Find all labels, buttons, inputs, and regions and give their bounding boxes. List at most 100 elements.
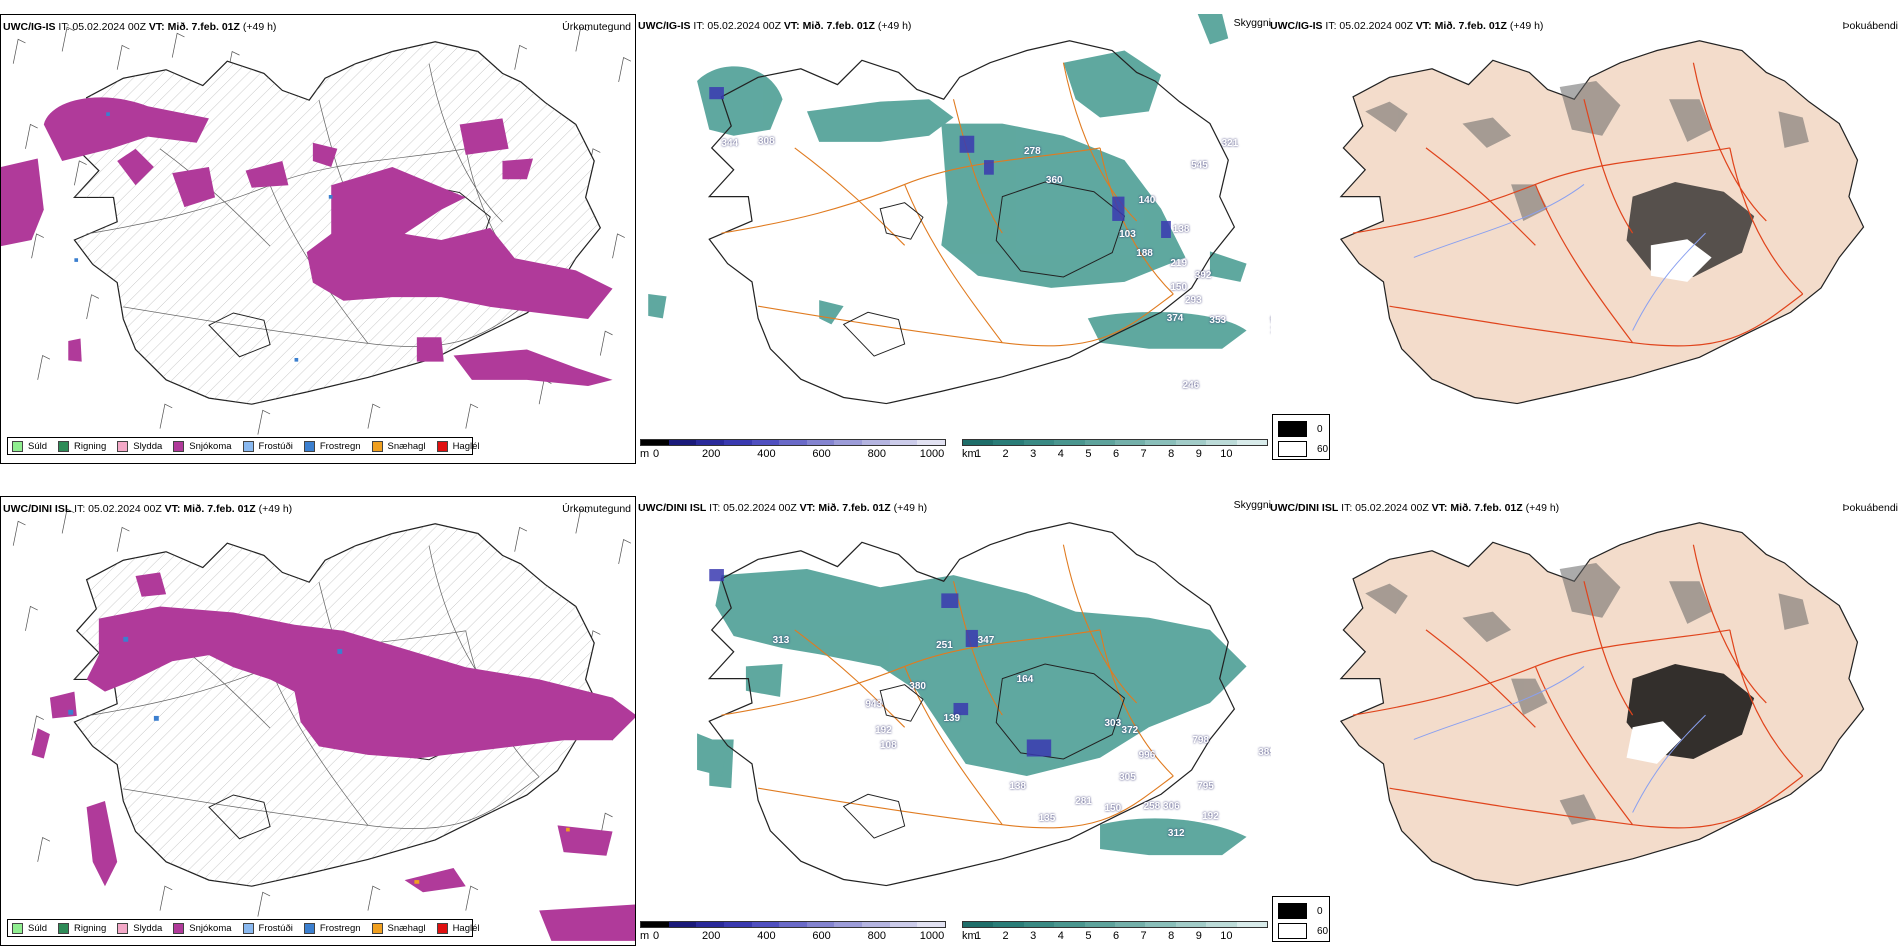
fog-index-map	[1340, 40, 1865, 405]
fog-index-panel-bottom: UWC/DINI ISL IT: 05.02.2024 00Z VT: Mið.…	[1268, 496, 1900, 916]
scale-tick-label: 9	[1195, 448, 1202, 460]
legend-swatch	[173, 922, 185, 934]
scale-tick-label: 7	[1140, 448, 1147, 460]
legend-label: Snæhagl	[387, 922, 426, 934]
precip-type-map	[1, 26, 632, 435]
valid-time: VT: Mið. 7.feb. 01Z	[1431, 502, 1523, 514]
legend-item: Snjókoma	[173, 440, 232, 452]
ceiling-value-label: 306	[1163, 801, 1180, 812]
scale-tick-label: 5	[1085, 448, 1092, 460]
init-time: IT: 05.02.2024 00Z	[709, 502, 797, 514]
visibility-panel-top: UWC/IG-IS IT: 05.02.2024 00Z VT: Mið. 7.…	[636, 14, 1271, 464]
legend-label: Haglél	[452, 922, 480, 934]
legend-item: Frostregn	[303, 922, 361, 934]
legend-item: Haglél	[436, 922, 480, 934]
panel-title: Úrkomutegund	[562, 503, 631, 515]
valid-time: VT: Mið. 7.feb. 01Z	[799, 502, 891, 514]
legend-item: Slydda	[117, 440, 162, 452]
legend-label: Súld	[28, 440, 48, 452]
panel-header: UWC/DINI ISL IT: 05.02.2024 00Z VT: Mið.…	[638, 502, 927, 514]
legend-label: Snjókoma	[189, 440, 232, 452]
scale-tick-label: 4	[1057, 930, 1064, 942]
fog-swatch-dark	[1278, 903, 1307, 919]
snowfall-areas	[31, 572, 635, 941]
ceiling-value-label: 281	[1075, 796, 1092, 808]
ceiling-value-label: 103	[1119, 228, 1136, 240]
fog-shading	[1365, 80, 1809, 221]
model-name: UWC/DINI ISL	[638, 502, 707, 514]
ceiling-value-label: 372	[1121, 725, 1139, 737]
ceiling-value-label: 164	[1016, 674, 1034, 686]
legend-item: Haglél	[436, 440, 480, 452]
ceiling-value-label: 219	[1170, 258, 1188, 269]
panel-header: UWC/IG-IS IT: 05.02.2024 00Z VT: Mið. 7.…	[3, 21, 276, 33]
scale-tick-label: 800	[867, 930, 886, 942]
valid-time: VT: Mið. 7.feb. 01Z	[148, 21, 240, 33]
legend-label: Snæhagl	[387, 440, 426, 452]
valid-time: VT: Mið. 7.feb. 01Z	[164, 503, 256, 515]
ceiling-value-label: 389	[1258, 747, 1271, 759]
legend-label: Rigning	[74, 922, 107, 934]
model-name: UWC/IG-IS	[638, 20, 691, 32]
legend-label: Frostúði	[258, 440, 293, 452]
precip-type-map	[12, 508, 635, 941]
visibility-map	[697, 522, 1247, 887]
visibility-map	[648, 14, 1247, 405]
scale-tick-label: 9	[1195, 930, 1202, 942]
ceiling-value-label: 308	[758, 136, 775, 147]
legend-swatch	[242, 440, 254, 452]
legend-label: Frostregn	[319, 922, 361, 934]
legend-swatch	[371, 440, 383, 452]
legend-label: Súld	[28, 922, 48, 934]
ceiling-value-label: 150	[1104, 803, 1122, 815]
ceiling-value-label: 138	[1009, 781, 1026, 793]
ceiling-value-label: 321	[1221, 138, 1239, 150]
ceiling-value-label: 545	[1191, 160, 1208, 172]
ceiling-value-label: 380	[909, 681, 926, 693]
ceiling-value-label: 303	[1104, 718, 1122, 730]
legend-label: Haglél	[452, 440, 480, 452]
fog-scale-key-bottom: 0 60	[1272, 896, 1330, 942]
legend-item: Slydda	[117, 922, 162, 934]
ceiling-value-label: 293	[1185, 294, 1202, 306]
scale-tick-label: 10	[1220, 930, 1233, 942]
scale-tick-label: 3	[1030, 448, 1037, 460]
ceiling-value-label: 192	[875, 725, 892, 737]
ceiling-value-label: 943	[865, 698, 883, 710]
legend-swatch	[12, 440, 23, 452]
scale-bar	[962, 439, 1268, 446]
panel-title: Úrkomutegund	[562, 21, 631, 33]
scale-tick-label: 6	[1112, 930, 1120, 942]
ceiling-value-label: 305	[1119, 771, 1136, 783]
legend-label: Rigning	[74, 440, 107, 452]
lead-time: (+49 h)	[242, 21, 277, 33]
precip-legend: Súld Rigning Slydda Snjókoma Frostúði Frostre…	[7, 919, 480, 937]
ceiling-value-label: 150	[1170, 282, 1188, 294]
ceiling-value-label: 116	[1270, 325, 1271, 336]
legend-swatch	[117, 440, 129, 452]
fog-swatch-light	[1278, 441, 1307, 457]
model-name: UWC/DINI ISL	[3, 503, 72, 515]
scale-tick-label: 1000	[919, 448, 945, 460]
legend-item: Snjókoma	[173, 922, 232, 934]
precip-type-panel-bottom: UWC/DINI ISL IT: 05.02.2024 00Z VT: Mið.…	[0, 496, 636, 946]
ceiling-value-label: 392	[1194, 270, 1212, 282]
visibility-shading	[697, 569, 1247, 856]
legend-item: Frostregn	[303, 440, 361, 452]
lead-time: (+49 h)	[877, 20, 912, 32]
lead-time: (+49 h)	[893, 502, 928, 514]
legend-swatch	[242, 922, 254, 934]
ceiling-value-label: 996	[1138, 749, 1156, 761]
ceiling-value-label: 108	[880, 740, 897, 751]
scale-tick-label: 6	[1112, 448, 1120, 460]
legend-item: Snæhagl	[371, 440, 426, 452]
panel-header: UWC/IG-IS IT: 05.02.2024 00Z VT: Mið. 7.…	[638, 20, 911, 32]
scale-tick-label: 3	[1030, 930, 1037, 942]
scale-bar	[962, 921, 1268, 928]
model-name: UWC/DINI ISL	[1270, 502, 1339, 514]
panel-title: Skyggni	[1233, 17, 1271, 29]
ceiling-value-label: 344	[721, 138, 739, 150]
ceiling-value-label: 139	[943, 713, 961, 725]
legend-swatch	[58, 922, 70, 934]
ceiling-patches	[709, 87, 1171, 238]
